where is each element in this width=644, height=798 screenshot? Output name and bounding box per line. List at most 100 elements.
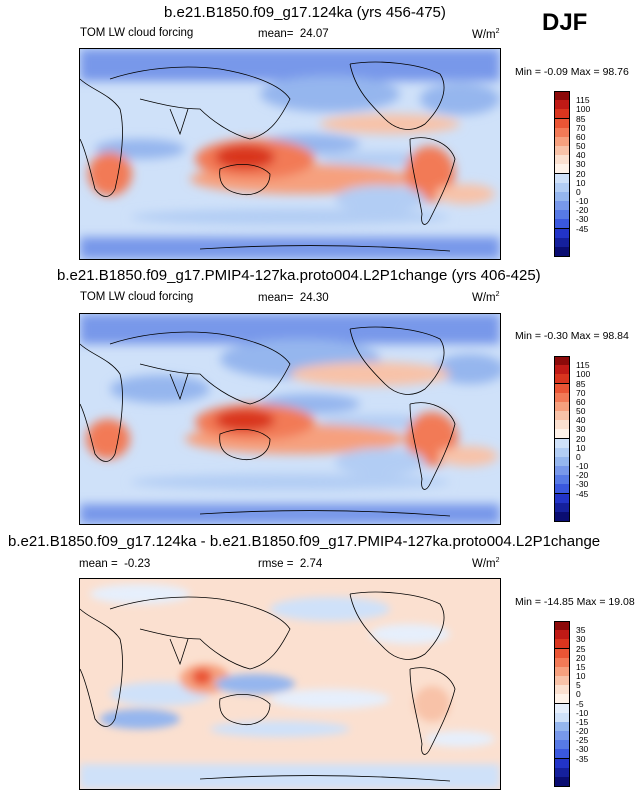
panel-2-min-value: -0.30 <box>543 330 568 342</box>
p3-io-cool2 <box>100 709 180 729</box>
p2-coast-africa <box>80 343 123 462</box>
p2-sub-low2 <box>110 375 210 403</box>
panel-3-mean: mean = -0.23 <box>79 558 150 570</box>
p2-coast-australia <box>219 429 271 461</box>
panel-1-map <box>79 48 501 260</box>
colorbar-label: 10 <box>576 442 586 453</box>
colorbar-swatch <box>554 511 570 522</box>
p3-coast-india <box>169 638 189 666</box>
panel-1-variable: TOM LW cloud forcing <box>80 27 194 39</box>
panel-3-units-text: W/m <box>472 557 496 570</box>
p1-coast-africa <box>80 78 123 197</box>
p2-sacz-warm <box>438 446 498 466</box>
panel-1-mean-value: 24.07 <box>299 28 329 40</box>
colorbar-label: 35 <box>576 625 586 636</box>
p1-sh-low <box>130 209 450 225</box>
panel-1-mean: mean= 24.07 <box>258 28 329 40</box>
colorbar-label: 115 <box>576 360 590 371</box>
p3-coast-eurasia <box>109 596 291 670</box>
panel-2-minmax: Min = -0.30 Max = 98.84 <box>515 330 629 342</box>
panel-3-min-label: Min = <box>515 596 541 608</box>
colorbar-label: 0 <box>576 451 581 462</box>
p1-midlat-warm <box>320 114 460 134</box>
colorbar-label: 70 <box>576 122 586 133</box>
p3-spac-cool <box>210 721 350 737</box>
panel-2-map <box>79 313 501 525</box>
colorbar-label: 40 <box>576 415 586 426</box>
p2-coast-namerica <box>349 326 445 395</box>
colorbar-label: 50 <box>576 406 586 416</box>
panel-1-units-exp: 2 <box>495 28 500 35</box>
p3-samerica-warm <box>414 686 450 722</box>
panel-2-max-value: 98.84 <box>602 330 629 342</box>
colorbar-label: -20 <box>576 470 589 481</box>
panel-1-mean-label: mean= <box>258 28 294 40</box>
p3-cpac-light <box>270 689 390 709</box>
p3-npac-light <box>370 624 450 644</box>
p3-satl-light <box>425 731 495 747</box>
colorbar-label: 100 <box>576 104 591 115</box>
p2-coast-antarctica <box>199 510 451 517</box>
p1-africa-warm <box>88 152 132 196</box>
colorbar-label: 25 <box>576 643 586 654</box>
panel-2-min-label: Min = <box>515 330 541 342</box>
colorbar-label: 50 <box>576 141 586 151</box>
p2-north-band <box>80 314 500 344</box>
panel-3-mean-label: mean = <box>79 558 118 570</box>
panel-3-min-value: -14.85 <box>543 596 574 608</box>
colorbar-label: 30 <box>576 634 586 645</box>
colorbar-label: 20 <box>576 433 586 444</box>
colorbar-label: 60 <box>576 131 586 142</box>
panel-3-rmse: rmse = 2.74 <box>258 558 322 570</box>
colorbar-label: -20 <box>576 205 589 216</box>
colorbar-label: 0 <box>576 186 581 197</box>
p3-maritime-core <box>192 669 212 685</box>
colorbar-label: 30 <box>576 159 586 170</box>
p1-north-band <box>80 49 500 81</box>
colorbar-label: 20 <box>576 652 586 663</box>
p2-natl-low <box>435 354 500 384</box>
panel-1-min-value: -0.09 <box>543 66 568 78</box>
colorbar-label: 100 <box>576 369 591 380</box>
p1-sacz-warm <box>435 184 495 204</box>
panel-1-title: b.e21.B1850.f09_g17.124ka (yrs 456-475) <box>164 4 446 21</box>
panel-1-minmax: Min = -0.09 Max = 98.76 <box>515 66 629 78</box>
panel-3-mean-value: -0.23 <box>124 558 151 570</box>
panel-2-mean-label: mean= <box>258 292 294 304</box>
panel-3-max-value: 19.08 <box>608 596 635 608</box>
colorbar-label: -10 <box>576 461 589 471</box>
p1-coast-india <box>169 108 189 136</box>
p1-coast-samerica <box>409 137 456 225</box>
panel-1-min-label: Min = <box>515 66 541 78</box>
p2-coast-samerica <box>409 402 456 490</box>
colorbar-swatch <box>554 776 570 787</box>
colorbar-label: 10 <box>576 671 586 681</box>
panel-3-map <box>79 578 501 790</box>
colorbar-label: 20 <box>576 168 586 179</box>
colorbar-label: -10 <box>576 196 589 206</box>
colorbar-label: 85 <box>576 113 586 124</box>
colorbar-label: -30 <box>576 744 589 755</box>
panel-2-colorbar: 115 100 85 70 60 50 40 30 20 10 0 -10 -20 -30 -45 <box>554 356 614 522</box>
p1-npac-low <box>260 76 400 112</box>
colorbar-label: -15 <box>576 716 589 727</box>
panel-2-mean-value: 24.30 <box>299 292 329 304</box>
colorbar-label: -10 <box>576 707 589 718</box>
panel-2-max-label: Max = <box>570 330 600 342</box>
panel-1-units-text: W/m <box>472 28 496 41</box>
colorbar-label: 40 <box>576 150 586 161</box>
season-label: DJF <box>542 9 588 36</box>
p3-coast-namerica <box>349 591 445 660</box>
panel-3-units: W/m2 <box>472 557 500 570</box>
colorbar-label: 0 <box>576 689 581 700</box>
colorbar-label: -30 <box>576 479 589 490</box>
colorbar-label: -30 <box>576 214 589 225</box>
panel-3-colorbar: 35 30 25 20 15 10 5 0 -5 -10 -15 -20 -25 -30 -35 <box>554 621 614 787</box>
colorbar-swatch <box>554 246 570 257</box>
panel-3-max-label: Max = <box>576 596 606 608</box>
p3-north-mix2 <box>270 597 390 621</box>
colorbar-label: 70 <box>576 387 586 398</box>
colorbar-label: 10 <box>576 177 586 188</box>
colorbar-label: -5 <box>576 698 584 709</box>
panel-2-units: W/m2 <box>472 291 500 304</box>
